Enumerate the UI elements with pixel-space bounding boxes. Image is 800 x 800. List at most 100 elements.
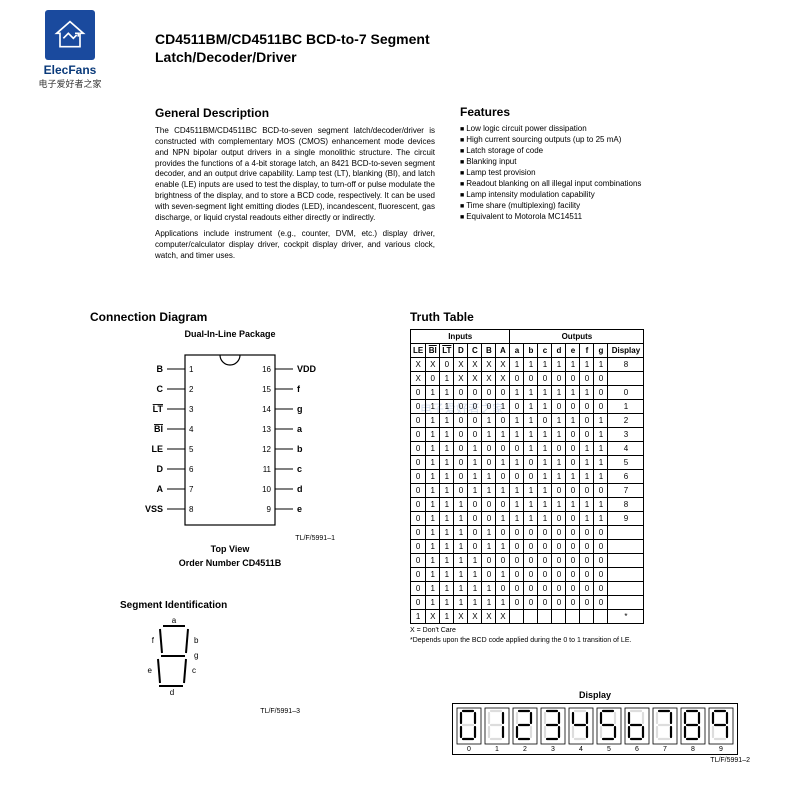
logo: ElecFans 电子爱好者之家: [25, 10, 115, 90]
feature-item: Readout blanking on all illegal input co…: [460, 179, 740, 188]
table-row: 011100111100119: [411, 512, 644, 526]
table-row: 011011111100007: [411, 484, 644, 498]
feature-item: High current sourcing outputs (up to 25 …: [460, 135, 740, 144]
general-description: General Description The CD4511BM/CD4511B…: [155, 105, 435, 268]
desc-p1: The CD4511BM/CD4511BC BCD-to-seven segme…: [155, 126, 435, 223]
svg-text:15: 15: [262, 385, 271, 394]
segid-tlf: TL/F/5991–3: [120, 708, 300, 715]
svg-text:a: a: [172, 616, 177, 625]
feature-item: Blanking input: [460, 157, 740, 166]
svg-text:e: e: [148, 666, 153, 675]
seven-seg-digit: 7: [652, 707, 678, 753]
svg-text:4: 4: [189, 425, 194, 434]
logo-brand-cn: 电子爱好者之家: [25, 77, 115, 90]
feature-item: Low logic circuit power dissipation: [460, 124, 740, 133]
svg-text:B: B: [157, 364, 164, 374]
svg-text:1: 1: [189, 365, 194, 374]
svg-text:11: 11: [263, 465, 272, 474]
segment-id-icon: abcdefg: [120, 616, 240, 706]
svg-text:16: 16: [262, 365, 271, 374]
svg-text:A: A: [157, 484, 164, 494]
table-row: 011001111110013: [411, 428, 644, 442]
seven-seg-digit: 2: [512, 707, 538, 753]
title-line1: CD4511BM/CD4511BC BCD-to-7 Segment: [155, 30, 430, 48]
truth-note2: *Depends upon the BCD code applied durin…: [410, 637, 765, 644]
features-list: Low logic circuit power dissipation High …: [460, 124, 740, 221]
seven-seg-digit: 3: [540, 707, 566, 753]
desc-heading: General Description: [155, 105, 435, 121]
svg-text:e: e: [297, 504, 302, 514]
svg-text:2: 2: [189, 385, 194, 394]
svg-text:b: b: [194, 636, 199, 645]
svg-text:LT: LT: [153, 404, 164, 414]
svg-text:VDD: VDD: [297, 364, 317, 374]
table-row: 011010110110115: [411, 456, 644, 470]
seven-seg-row: 0123456789: [452, 703, 738, 755]
svg-text:b: b: [297, 444, 303, 454]
page-title: CD4511BM/CD4511BC BCD-to-7 Segment Latch…: [155, 30, 430, 66]
svg-text:g: g: [297, 404, 303, 414]
feature-item: Lamp test provision: [460, 168, 740, 177]
table-row: 011010001100114: [411, 442, 644, 456]
title-line2: Latch/Decoder/Driver: [155, 48, 430, 66]
feature-item: Time share (multiplexing) facility: [460, 201, 740, 210]
truth-note1: X = Don't Care: [410, 627, 765, 634]
table-row: 011001011011012: [411, 414, 644, 428]
svg-text:g: g: [194, 651, 198, 660]
seven-seg-digit: 1: [484, 707, 510, 753]
svg-text:LE: LE: [151, 444, 163, 454]
svg-text:7: 7: [189, 485, 194, 494]
logo-icon: [45, 10, 95, 60]
seven-seg-digit: 8: [680, 707, 706, 753]
svg-text:9: 9: [267, 505, 272, 514]
svg-text:6: 6: [189, 465, 194, 474]
svg-text:14: 14: [262, 405, 271, 414]
truth-table: Truth Table InputsOutputsLEBILTDCBAabcde…: [410, 310, 765, 644]
svg-text:D: D: [157, 464, 164, 474]
table-row: 011011000111116: [411, 470, 644, 484]
svg-text:VSS: VSS: [145, 504, 163, 514]
seven-seg-digit: 0: [456, 707, 482, 753]
table-row: 01110100000000: [411, 526, 644, 540]
table-row: 011000011111100: [411, 386, 644, 400]
table-row: 01111110000000: [411, 596, 644, 610]
table-row: 01111010000000: [411, 568, 644, 582]
svg-text:BI: BI: [154, 424, 163, 434]
desc-p2: Applications include instrument (e.g., c…: [155, 229, 435, 261]
svg-text:8: 8: [189, 505, 194, 514]
truth-heading: Truth Table: [410, 310, 765, 324]
svg-text:a: a: [297, 424, 303, 434]
segment-identification: Segment Identification abcdefg TL/F/5991…: [120, 600, 320, 715]
seven-seg-digit: 5: [596, 707, 622, 753]
seven-seg-digit: 9: [708, 707, 734, 753]
svg-text:10: 10: [262, 485, 271, 494]
svg-text:c: c: [192, 666, 196, 675]
feature-item: Latch storage of code: [460, 146, 740, 155]
display-heading: Display: [440, 690, 750, 700]
svg-text:c: c: [297, 464, 302, 474]
svg-text:12: 12: [262, 445, 271, 454]
conn-package: Dual-In-Line Package: [90, 329, 370, 339]
table-row: 011100011111118: [411, 498, 644, 512]
table-row: XX0XXXX11111118: [411, 358, 644, 372]
svg-text:d: d: [297, 484, 303, 494]
display-row: Display 0123456789 TL/F/5991–2: [440, 690, 750, 764]
table-row: 01110110000000: [411, 540, 644, 554]
conn-tlf: TL/F/5991–1: [125, 535, 335, 542]
features-heading: Features: [460, 105, 740, 119]
seven-seg-digit: 6: [624, 707, 650, 753]
truth-table-grid: InputsOutputsLEBILTDCBAabcdefgDisplayXX0…: [410, 329, 644, 624]
table-row: 01111000000000: [411, 554, 644, 568]
svg-text:C: C: [157, 384, 164, 394]
feature-item: Equivalent to Motorola MC14511: [460, 212, 740, 221]
svg-text:13: 13: [262, 425, 271, 434]
svg-text:d: d: [170, 688, 174, 697]
table-row: 1X1XXXX*: [411, 610, 644, 624]
segid-heading: Segment Identification: [120, 600, 320, 611]
svg-text:3: 3: [189, 405, 194, 414]
logo-brand-en: ElecFans: [25, 63, 115, 77]
svg-text:5: 5: [189, 445, 194, 454]
conn-topview: Top View: [90, 544, 370, 554]
svg-text:f: f: [297, 384, 301, 394]
table-row: 01111100000000: [411, 582, 644, 596]
